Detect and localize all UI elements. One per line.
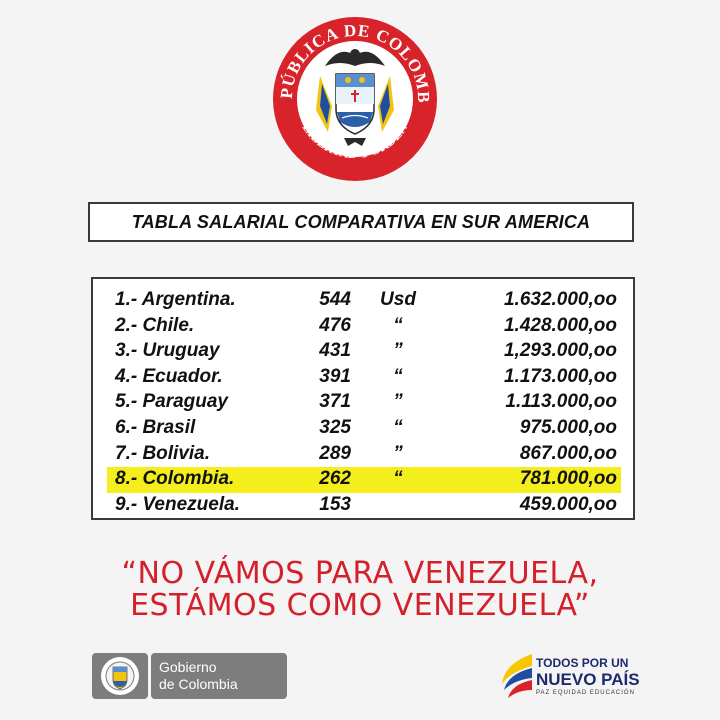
gobierno-line-2: de Colombia [159, 676, 238, 692]
index-value: 325 [319, 417, 351, 438]
index-value: 476 [319, 314, 351, 336]
shield-icon [335, 73, 375, 135]
campaign-logo: TODOS POR UN NUEVO PAÍS PAZ EQUIDAD EDUC… [496, 650, 656, 705]
currency-label: ” [393, 340, 403, 362]
index-value: 262 [319, 468, 351, 490]
index-value: 371 [319, 391, 351, 413]
table-row: 9.- Venezuela. 153 459.000,oo [93, 493, 633, 518]
table-row: 7.- Bolivia. 289 ” 867.000,oo [93, 442, 633, 467]
index-value: 431 [319, 340, 351, 362]
salary-amount: 459.000,oo [519, 493, 617, 515]
highlight-bar [107, 467, 621, 494]
gobierno-line-1: Gobierno [159, 659, 217, 675]
salary-amount: 1.428.000,oo [503, 314, 617, 336]
index-value: 289 [319, 442, 351, 464]
campaign-line-3: PAZ EQUIDAD EDUCACIÓN [536, 690, 635, 696]
table-row: 4.- Ecuador. 391 “ 1.173.000,oo [93, 365, 633, 390]
gobierno-seal-icon [92, 653, 148, 699]
index-value: 391 [319, 365, 351, 387]
table-row: 5.- Paraguay 371 ” 1.113.000,oo [93, 390, 633, 415]
currency-label: “ [393, 417, 403, 438]
salary-amount: 1,293.000,oo [503, 340, 617, 362]
country-label: 9.- Venezuela. [115, 493, 240, 515]
title-box: TABLA SALARIAL COMPARATIVA EN SUR AMERIC… [88, 202, 634, 242]
currency-label: ” [393, 391, 403, 413]
campaign-swoosh-icon [502, 654, 532, 698]
currency-label: “ [393, 365, 403, 387]
salary-amount: 1.632.000,oo [503, 289, 617, 310]
currency-label: “ [393, 468, 403, 490]
quote-line-2: ESTÁMOS COMO VENEZUELA” [130, 588, 590, 623]
salary-amount: 781.000,oo [519, 468, 617, 490]
gobierno-logo: Gobierno de Colombia [151, 653, 287, 699]
country-label: 8.- Colombia. [115, 468, 235, 490]
currency-label: “ [393, 314, 403, 336]
page-title: TABLA SALARIAL COMPARATIVA EN SUR AMERIC… [131, 211, 591, 232]
quote-line-1: “NO VÁMOS PARA VENEZUELA, [121, 556, 599, 591]
salary-amount: 867.000,oo [519, 442, 617, 464]
table-row: 1.- Argentina. 544 Usd 1.632.000,oo [93, 288, 633, 313]
currency-label: Usd [380, 289, 416, 310]
salary-amount: 975.000,oo [519, 417, 617, 438]
index-value: 544 [319, 289, 351, 310]
table-row-highlighted: 8.- Colombia. 262 “ 781.000,oo [93, 467, 633, 494]
country-label: 7.- Bolivia. [115, 442, 211, 464]
table-row: 2.- Chile. 476 “ 1.428.000,oo [93, 314, 633, 339]
index-value: 153 [319, 493, 351, 515]
country-label: 6.- Brasil [115, 417, 196, 438]
campaign-line-2: NUEVO PAÍS [536, 670, 640, 689]
country-label: 2.- Chile. [115, 314, 195, 336]
condor-icon [325, 49, 385, 66]
colombia-seal: REPÚBLICA DE COLOMBIA LIBERTAD Y ORDEN [270, 14, 437, 181]
table-row: 6.- Brasil 325 “ 975.000,oo [93, 416, 633, 441]
salary-table: 1.- Argentina. 544 Usd 1.632.000,oo 2.- Chil… [91, 277, 635, 520]
currency-label: ” [393, 442, 403, 464]
campaign-line-1: TODOS POR UN [536, 656, 629, 670]
country-label: 4.- Ecuador. [115, 365, 223, 387]
country-label: 3.- Uruguay [115, 340, 220, 362]
country-label: 5.- Paraguay [115, 391, 228, 413]
country-label: 1.- Argentina. [115, 289, 236, 310]
table-row: 3.- Uruguay 431 ” 1,293.000,oo [93, 339, 633, 364]
salary-amount: 1.173.000,oo [503, 365, 617, 387]
salary-amount: 1.113.000,oo [505, 391, 617, 413]
